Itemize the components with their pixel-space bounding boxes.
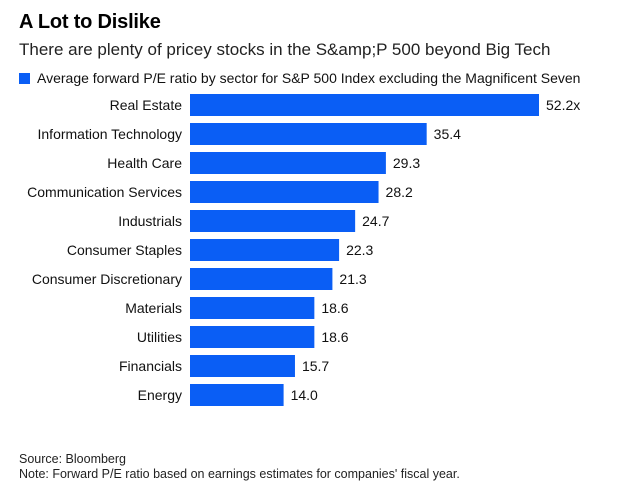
category-label: Communication Services [27,184,182,200]
legend-swatch [19,72,30,84]
bar-chart: Real Estate 52.2x Information Technology 35… [27,94,580,406]
value-label: 52.2x [546,97,580,113]
bar [190,239,340,261]
value-label: 15.7 [302,358,329,374]
category-label: Real Estate [110,97,183,113]
legend-label: Average forward P/E ratio by sector for … [37,70,581,86]
footnote: Note: Forward P/E ratio based on earning… [19,467,460,481]
value-label: 28.2 [386,184,413,200]
value-label: 29.3 [393,155,420,171]
chart-title: A Lot to Dislike [19,11,161,33]
category-label: Health Care [107,155,182,171]
category-label: Utilities [137,329,182,345]
category-label: Materials [125,300,182,316]
category-label: Energy [138,387,182,403]
category-label: Financials [119,358,182,374]
value-label: 35.4 [434,126,461,142]
category-label: Consumer Discretionary [32,271,182,287]
chart-subtitle: There are plenty of pricey stocks in the… [19,40,551,59]
value-label: 22.3 [346,242,373,258]
value-label: 18.6 [321,300,348,316]
value-label: 21.3 [339,271,366,287]
bar [190,268,333,290]
bar [190,181,379,203]
category-label: Information Technology [38,126,183,142]
bar [190,297,315,319]
value-label: 18.6 [321,329,348,345]
bar [190,384,284,406]
bar [190,326,315,348]
bar [190,123,427,145]
category-label: Consumer Staples [67,242,182,258]
value-label: 24.7 [362,213,389,229]
value-label: 14.0 [291,387,318,403]
bar [190,355,295,377]
category-label: Industrials [118,213,182,229]
source-note: Source: Bloomberg [19,452,127,466]
bar [190,152,386,174]
bar [190,210,356,232]
legend: Average forward P/E ratio by sector for … [19,70,580,86]
bar [190,94,539,116]
